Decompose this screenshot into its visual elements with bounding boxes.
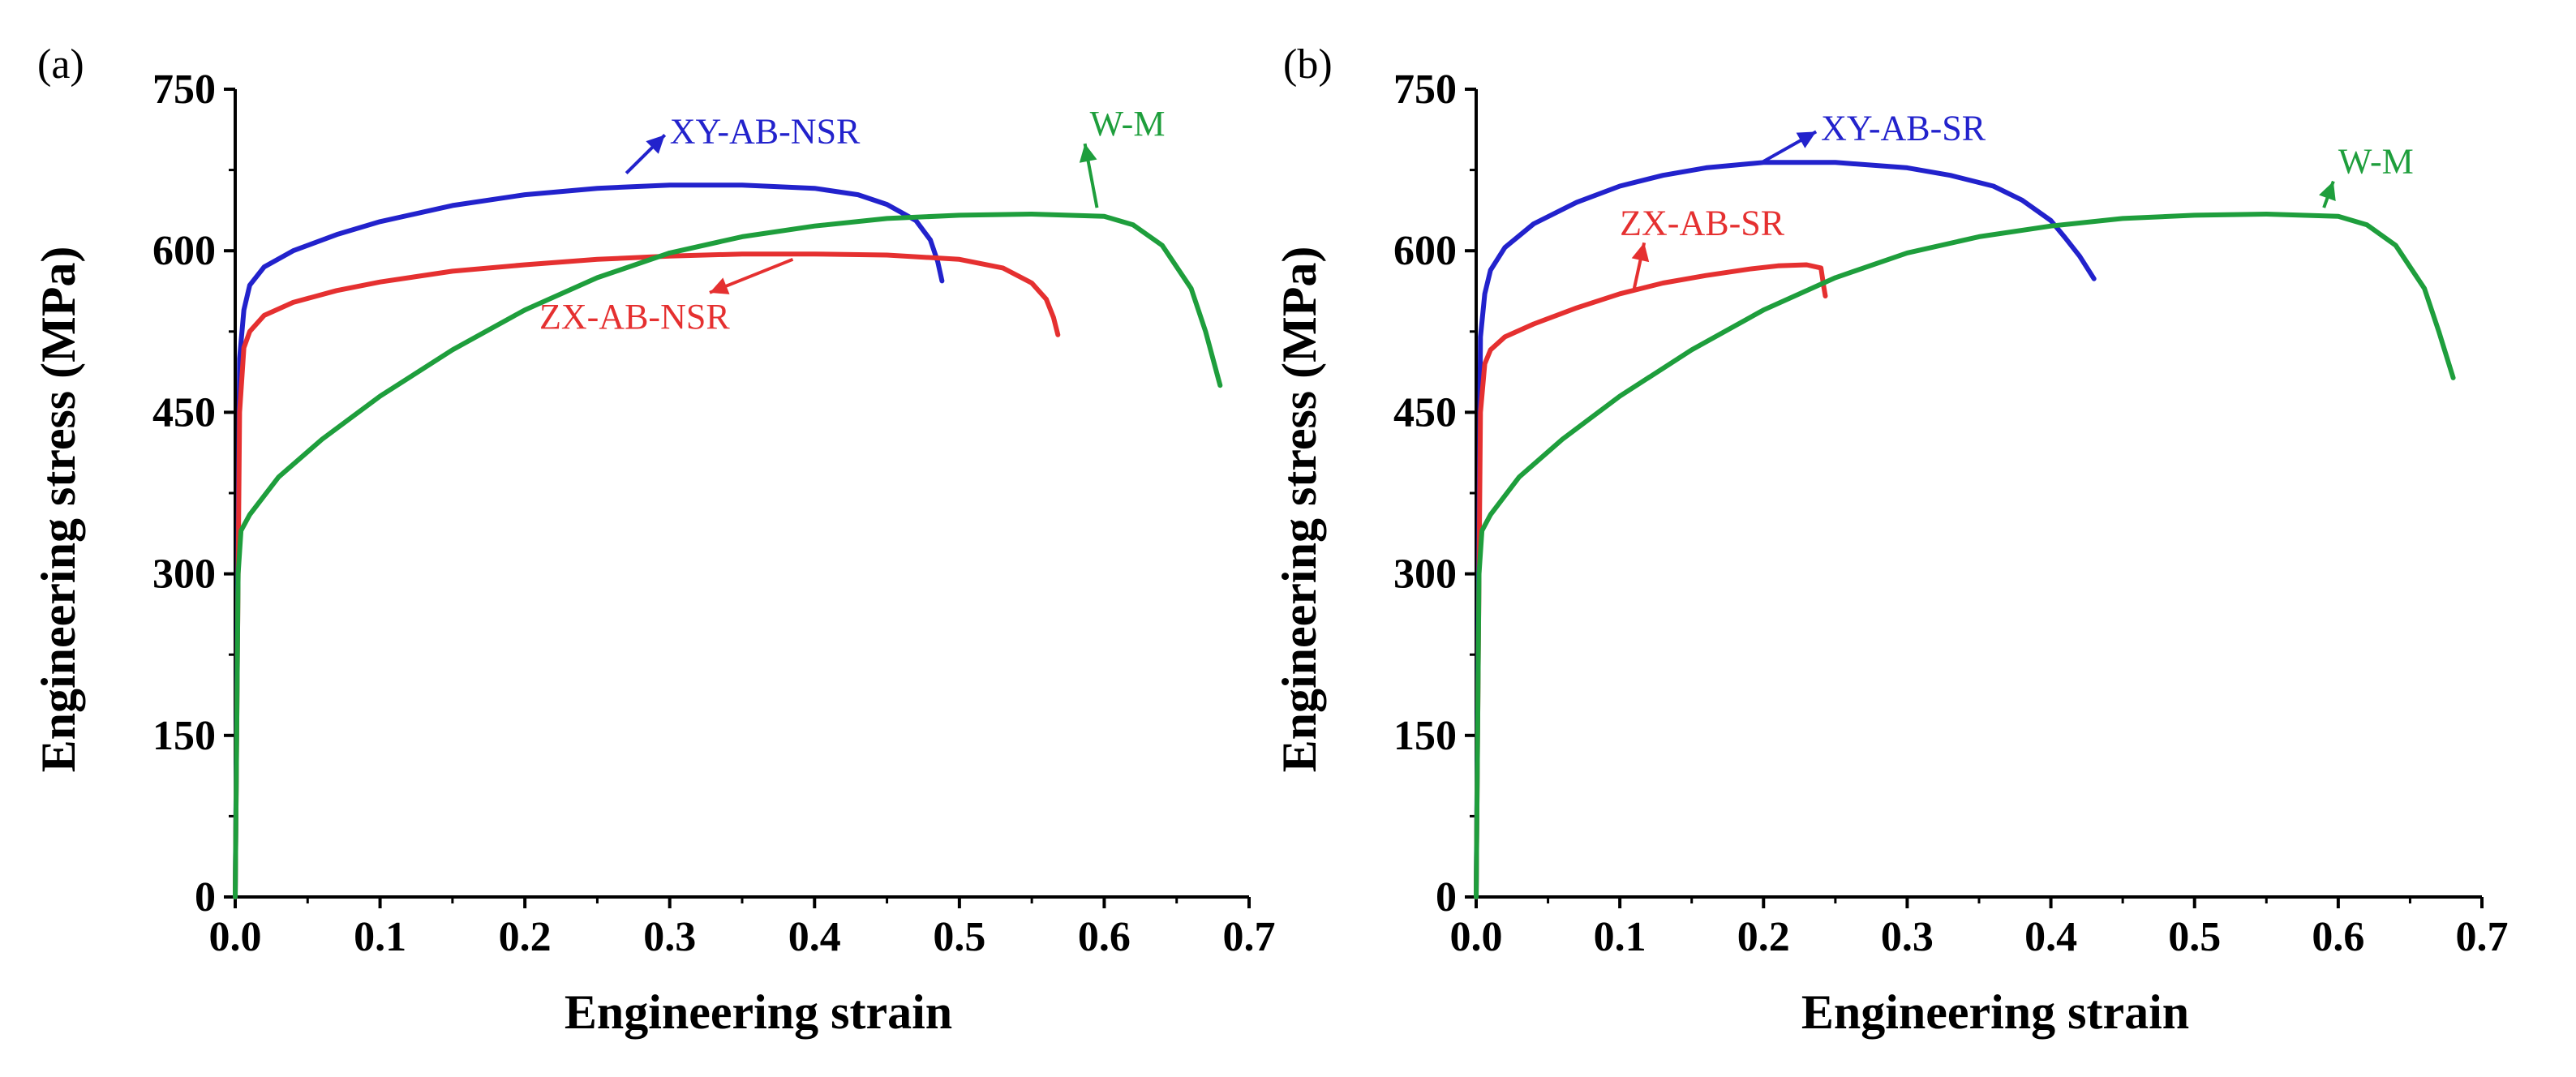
panel-a: (a) 0.0 0.1 0.2 0.3 0.4 0.5 0.6 0.7 0 150 300 450 60… (32, 41, 1276, 1039)
arrow-head-zx-ab-nsr (710, 277, 730, 294)
x-tick-label: 0.5 (2168, 914, 2221, 960)
x-tick-label: 0.0 (209, 914, 262, 960)
series-line-zx-ab-sr (1474, 262, 1828, 899)
x-axis-title: Engineering strain (1801, 985, 2189, 1039)
y-tick-label: 150 (1393, 713, 1457, 759)
x-tick-label: 0.6 (1078, 914, 1131, 960)
y-tick-label: 450 (1393, 389, 1457, 436)
y-tick-label: 0 (195, 874, 216, 920)
series-label-zx-ab-sr: ZX-AB-SR (1620, 203, 1785, 242)
y-tick-label: 750 (152, 67, 216, 113)
series-line-xy-ab-sr (1474, 160, 2097, 899)
series-line-w-m (233, 212, 1223, 899)
x-tick-label: 0.0 (1450, 914, 1503, 960)
series-line-zx-ab-nsr (233, 251, 1061, 899)
x-tick-label: 0.7 (1223, 914, 1276, 960)
panel-b-plot-area: 0.0 0.1 0.2 0.3 0.4 0.5 0.6 0.7 0 150 300 450 600 750… (1273, 67, 2509, 1039)
series-label-xy-ab-nsr: XY-AB-NSR (670, 111, 861, 151)
x-tick-label: 0.4 (788, 914, 841, 960)
arrow-head-zx-ab-sr (1631, 242, 1650, 263)
x-tick-label: 0.2 (1737, 914, 1790, 960)
series-label-zx-ab-nsr: ZX-AB-NSR (539, 297, 730, 337)
x-tick-label: 0.7 (2456, 914, 2509, 960)
arrow-head-xy-ab-nsr (646, 135, 665, 154)
x-tick-label: 0.4 (2024, 914, 2077, 960)
arrow-head-w-m (1079, 144, 1097, 163)
y-tick-label: 150 (152, 713, 216, 759)
y-tick-label: 750 (1393, 67, 1457, 113)
y-axis-title: Engineering stress (MPa) (1273, 247, 1326, 773)
series-line-w-m (1474, 212, 2456, 899)
y-tick-label: 600 (152, 228, 216, 274)
x-tick-label: 0.5 (933, 914, 985, 960)
arrow-head-xy-ab-sr (1796, 131, 1817, 148)
series-label-w-m: W-M (2338, 142, 2414, 182)
x-tick-label: 0.3 (643, 914, 696, 960)
series-label-xy-ab-sr: XY-AB-SR (1821, 108, 1986, 148)
y-tick-label: 600 (1393, 228, 1457, 274)
panel-b: (b) 0.0 0.1 0.2 0.3 0.4 0.5 0.6 0.7 0 150 300 450 60… (1273, 41, 2509, 1039)
x-tick-label: 0.1 (1594, 914, 1646, 960)
panel-a-label: (a) (37, 41, 84, 88)
arrow-head-w-m (2319, 181, 2336, 202)
y-tick-label: 300 (1393, 551, 1457, 598)
y-tick-label: 0 (1436, 874, 1457, 920)
x-axis-title: Engineering strain (565, 985, 952, 1039)
series-label-w-m: W-M (1090, 104, 1166, 144)
x-tick-label: 0.6 (2312, 914, 2364, 960)
x-tick-label: 0.2 (499, 914, 552, 960)
x-tick-label: 0.1 (354, 914, 406, 960)
y-tick-label: 450 (152, 389, 216, 436)
y-axis-title: Engineering stress (MPa) (32, 247, 85, 773)
x-tick-label: 0.3 (1881, 914, 1934, 960)
panel-b-label: (b) (1283, 41, 1333, 88)
panel-a-plot-area: 0.0 0.1 0.2 0.3 0.4 0.5 0.6 0.7 0 150 300 450 600 750… (32, 67, 1276, 1039)
y-tick-label: 300 (152, 551, 216, 598)
